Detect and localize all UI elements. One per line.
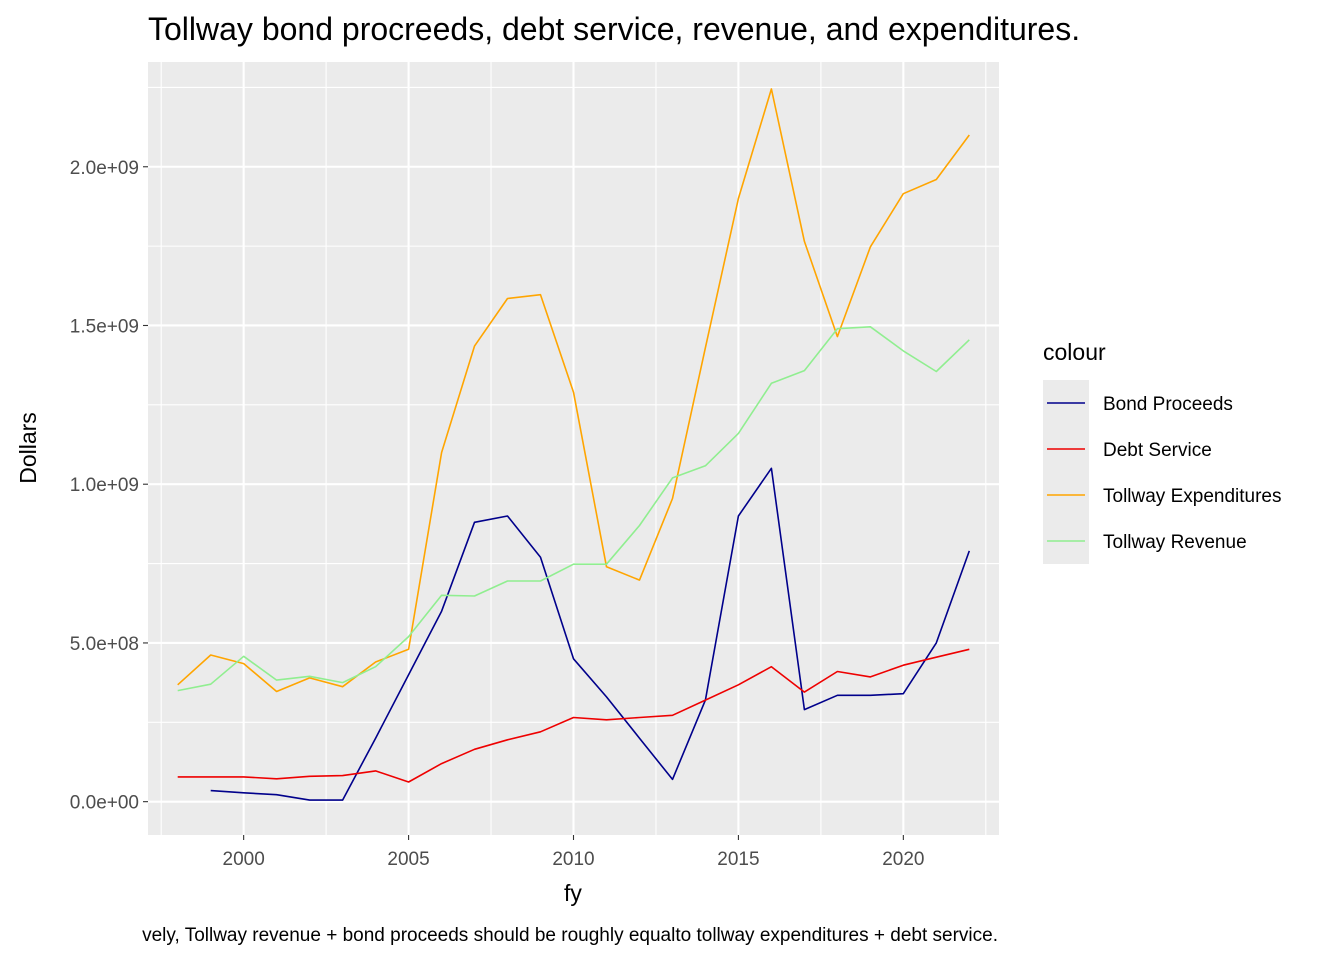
series-line-tollway-revenue <box>177 325 970 692</box>
series-line-debt-service <box>177 648 970 783</box>
grid-major <box>148 62 999 835</box>
x-axis: 2000 2005 2010 2015 2020 <box>223 835 924 870</box>
y-tick-label: 1.0e+09 <box>70 475 139 496</box>
x-tick-label: 2015 <box>717 849 759 870</box>
y-tick-label: 5.0e+08 <box>70 634 139 655</box>
y-axis: 0.0e+00 5.0e+08 1.0e+09 1.5e+09 2.0e+09 <box>70 158 148 814</box>
legend: colour Bond Proceeds Debt Service Tollway … <box>1043 339 1281 564</box>
y-axis-title: Dollars <box>15 412 41 484</box>
x-tick-label: 2005 <box>387 849 429 870</box>
legend-label: Debt Service <box>1103 440 1212 461</box>
series-line-bond-proceeds <box>210 467 971 801</box>
legend-label: Tollway Expenditures <box>1103 486 1281 507</box>
chart-title: Tollway bond procreeds, debt service, re… <box>148 11 1080 47</box>
legend-label: Tollway Revenue <box>1103 532 1247 553</box>
x-tick-label: 2010 <box>552 849 594 870</box>
legend-label: Bond Proceeds <box>1103 394 1233 415</box>
series-lines <box>177 88 971 801</box>
series-line-tollway-expenditures <box>177 88 970 693</box>
y-tick-label: 0.0e+00 <box>70 793 139 814</box>
legend-title: colour <box>1043 339 1106 365</box>
x-tick-label: 2020 <box>882 849 924 870</box>
y-tick-label: 1.5e+09 <box>70 316 139 337</box>
y-tick-label: 2.0e+09 <box>70 158 139 179</box>
x-tick-label: 2000 <box>223 849 265 870</box>
x-axis-title: fy <box>564 880 582 906</box>
chart-caption: vely, Tollway revenue + bond proceeds sh… <box>142 925 998 946</box>
